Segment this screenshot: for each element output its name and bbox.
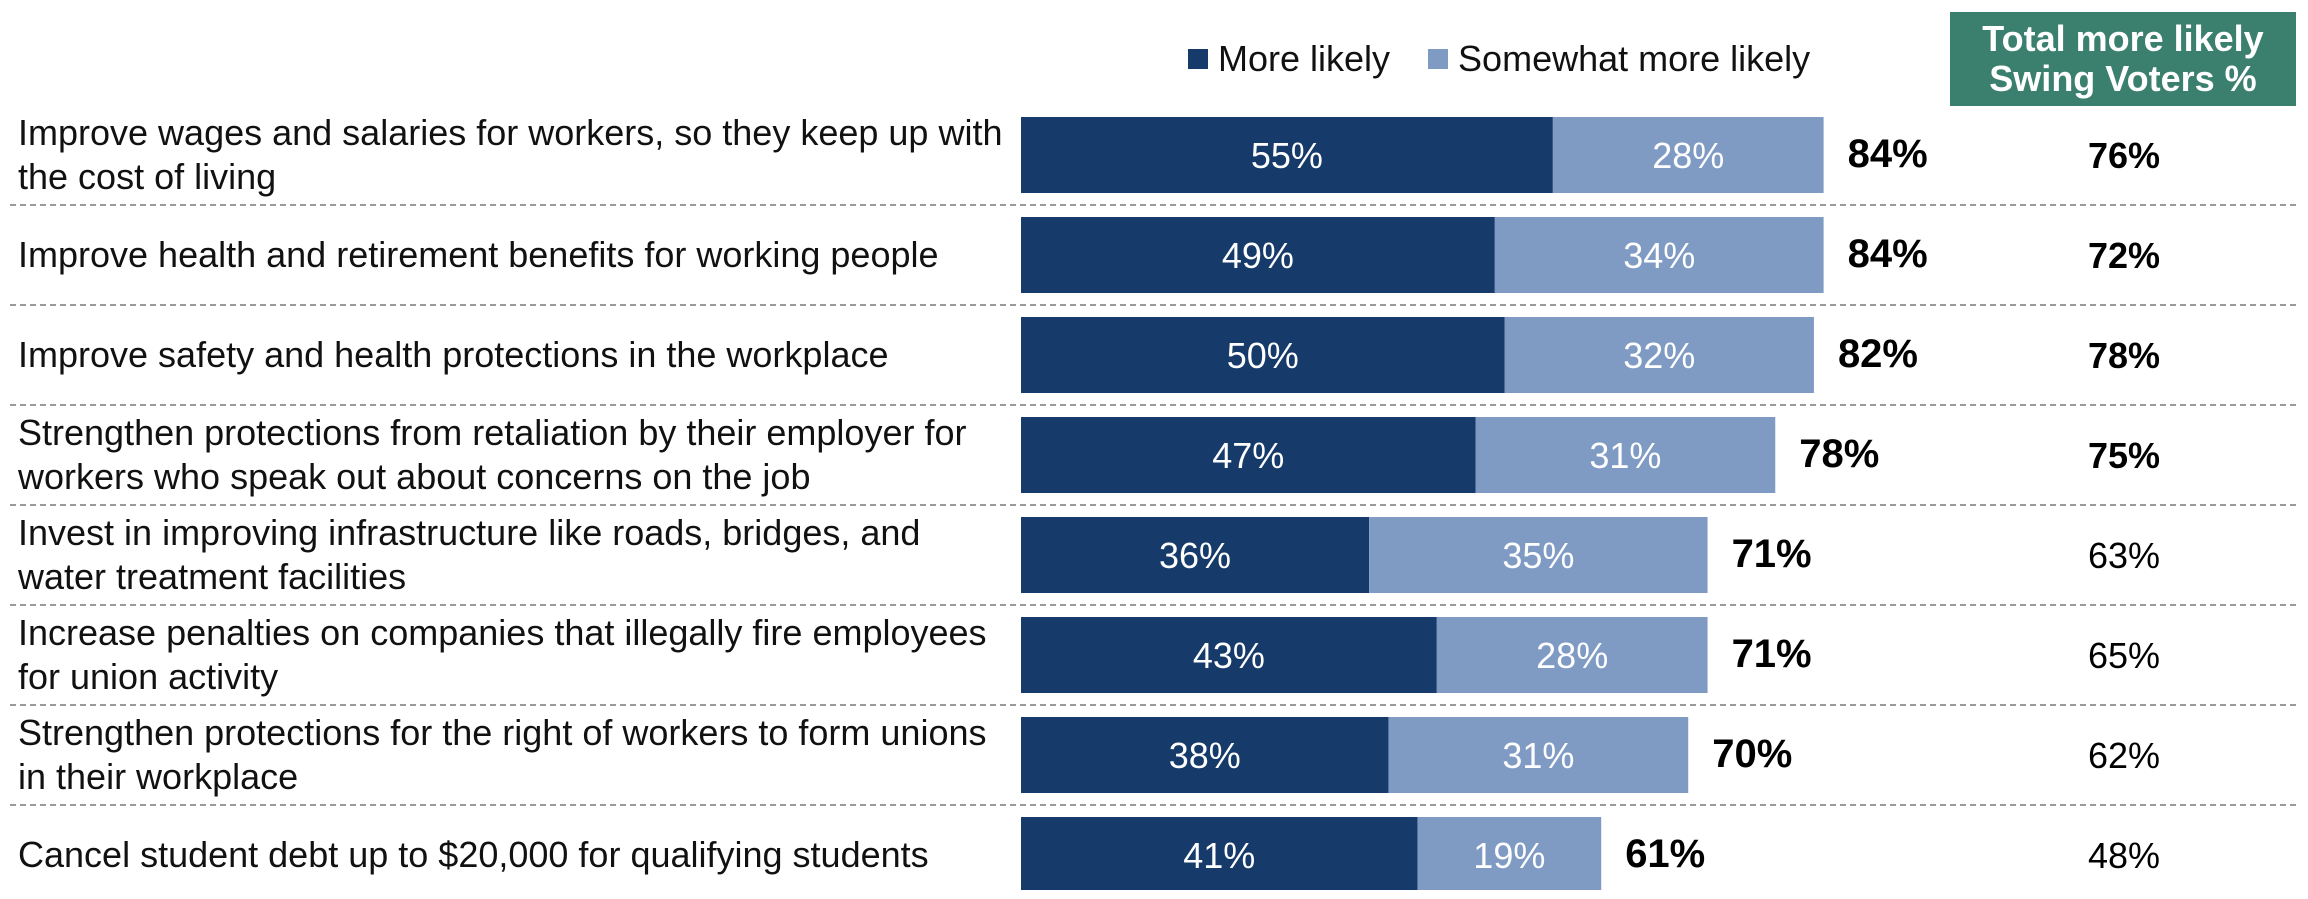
bar-label-somewhat-more-likely: 32% (1623, 335, 1695, 376)
bar-somewhat-more-likely (1417, 817, 1602, 890)
bar-more-likely (1021, 417, 1476, 493)
legend: More likely Somewhat more likely (1188, 38, 1848, 80)
total-label: 70% (1712, 732, 1792, 776)
bar-label-more-likely: 36% (1159, 535, 1231, 576)
total-label: 82% (1838, 332, 1918, 376)
bar-label-more-likely: 49% (1222, 235, 1294, 276)
legend-item-more-likely: More likely (1188, 38, 1390, 80)
bar-more-likely (1021, 717, 1389, 793)
total-label: 84% (1848, 132, 1928, 176)
bar-label-somewhat-more-likely: 31% (1589, 435, 1661, 476)
bar-more-likely (1021, 117, 1553, 193)
bar-somewhat-more-likely (1504, 317, 1814, 393)
total-label: 84% (1848, 232, 1928, 276)
bar-somewhat-more-likely (1475, 417, 1776, 493)
bar-label-more-likely: 47% (1212, 435, 1284, 476)
bar-label-somewhat-more-likely: 31% (1502, 735, 1574, 776)
total-label: 78% (1799, 432, 1879, 476)
bar-somewhat-more-likely (1388, 717, 1689, 793)
bar-label-somewhat-more-likely: 35% (1502, 535, 1574, 576)
row-label: Improve health and retirement benefits f… (18, 234, 939, 275)
bar-label-somewhat-more-likely: 19% (1473, 835, 1545, 876)
bar-somewhat-more-likely (1552, 117, 1824, 193)
bar-somewhat-more-likely (1369, 517, 1708, 593)
row-label: Improve safety and health protections in… (18, 334, 889, 375)
row-label: Increase penalties on companies that ill… (18, 612, 987, 697)
swing-voters-value: 63% (2088, 535, 2160, 576)
swing-header-line1: Total more likely (1982, 18, 2264, 59)
row-label: Strengthen protections from retaliation … (18, 412, 967, 497)
swing-voters-value: 75% (2088, 435, 2160, 476)
bar-label-more-likely: 41% (1183, 835, 1255, 876)
total-label: 71% (1732, 632, 1812, 676)
bar-somewhat-more-likely (1436, 617, 1708, 693)
bar-label-somewhat-more-likely: 28% (1536, 635, 1608, 676)
bar-more-likely (1021, 517, 1370, 593)
bar-more-likely (1021, 217, 1495, 293)
swing-voters-header: Total more likely Swing Voters % (1950, 12, 2296, 106)
row-label: Improve wages and salaries for workers, … (18, 112, 1003, 197)
legend-label-somewhat-more-likely: Somewhat more likely (1458, 38, 1811, 79)
total-label: 61% (1625, 832, 1705, 876)
swing-voters-value: 65% (2088, 635, 2160, 676)
bar-label-more-likely: 50% (1227, 335, 1299, 376)
row-label: Cancel student debt up to $20,000 for qu… (18, 834, 929, 875)
bar-more-likely (1021, 817, 1418, 890)
swing-voters-value: 72% (2088, 235, 2160, 276)
row-label: Strengthen protections for the right of … (18, 712, 987, 797)
swing-header-line2: Swing Voters % (1989, 58, 2257, 99)
swing-voters-value: 48% (2088, 835, 2160, 876)
bar-label-somewhat-more-likely: 34% (1623, 235, 1695, 276)
swing-voters-value: 78% (2088, 335, 2160, 376)
bar-label-somewhat-more-likely: 28% (1652, 135, 1724, 176)
swing-voters-value: 62% (2088, 735, 2160, 776)
legend-label-more-likely: More likely (1218, 38, 1391, 79)
bar-label-more-likely: 38% (1169, 735, 1241, 776)
legend-swatch-somewhat-more-likely (1428, 49, 1449, 69)
swing-voters-value: 76% (2088, 135, 2160, 176)
legend-item-somewhat-more-likely: Somewhat more likely (1428, 38, 1810, 80)
bar-label-more-likely: 55% (1251, 135, 1323, 176)
total-label: 71% (1732, 532, 1812, 576)
bar-label-more-likely: 43% (1193, 635, 1265, 676)
bar-more-likely (1021, 317, 1505, 393)
legend-swatch-more-likely (1188, 49, 1208, 69)
bar-more-likely (1021, 617, 1437, 693)
bar-somewhat-more-likely (1494, 217, 1824, 293)
row-label: Invest in improving infrastructure like … (18, 512, 921, 597)
